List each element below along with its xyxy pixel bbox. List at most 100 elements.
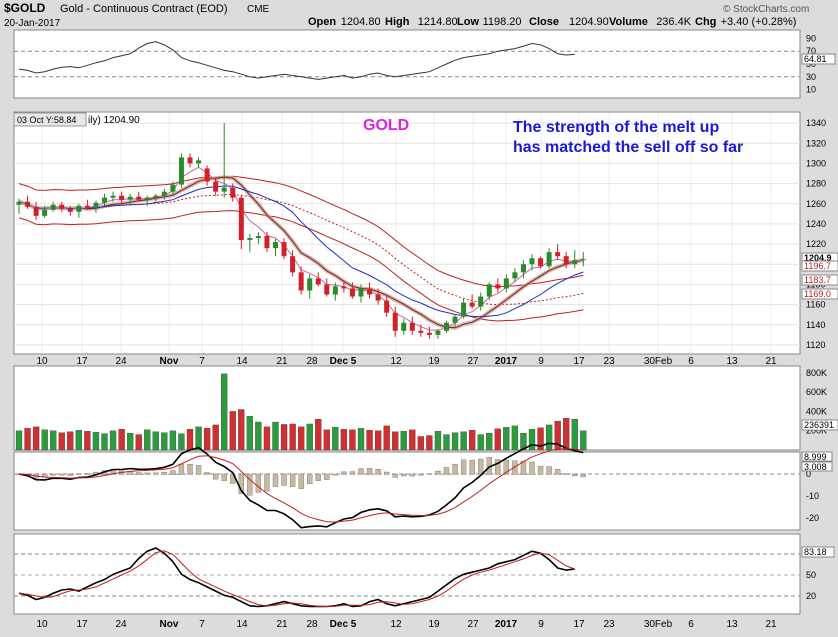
x-tick-label-bottom: 27 [467,619,479,630]
volume-bar [477,434,484,451]
candle-body [33,206,39,216]
volume-bar [109,430,117,451]
macd-hist-bar [170,470,176,475]
candle-body [358,288,364,297]
volume-bar [460,431,467,451]
price-tick: 1140 [806,320,825,330]
candle-body [230,187,236,198]
candle-body [349,288,355,297]
candle-body [580,259,586,261]
price-label-box [801,260,838,272]
volume-bar [221,373,228,451]
volume-bars [15,373,587,451]
candle-body [213,181,219,192]
candle-body [435,330,441,335]
rsi-panel [13,29,801,99]
candle-body [341,286,347,289]
macd-hist-bar [478,458,484,475]
candle-body [392,312,398,331]
tooltip-box [13,112,87,127]
axis-labels: 10 10 17 17 24 24 Nov Nov 7 7 14 14 21 21 28 28 Dec 5 Dec… [36,33,838,630]
candle-body [452,316,458,323]
x-tick-label-bottom: 10 [36,619,48,630]
candle-body [298,272,304,291]
macd-hist-bar [520,460,527,475]
ohlc-value: 1214.80 [418,16,458,28]
volume-bar [263,426,271,451]
macd-hist-bar [281,473,287,486]
candle-body [187,157,193,164]
candle-body [495,284,501,289]
rsi-value: 64.81 [804,54,827,64]
macd-hist-bar [537,466,544,475]
candle-body [461,302,467,317]
volume-tick: 400K [806,406,827,416]
x-tick-label: Nov [160,356,179,367]
macd-value-2: 3.008 [804,462,827,472]
candle-body [50,204,56,210]
macd-hist-bar [546,466,552,475]
volume-bar [161,432,168,451]
ohlc-label: Chg [695,16,716,28]
price-tick: 1260 [806,199,826,209]
x-tick-label: 28 [306,356,318,367]
rsi-series [18,41,575,80]
candle-body [478,296,484,307]
macd-hist-bar [195,465,202,475]
volume-bar [494,428,501,451]
rsi-value-box [801,53,836,65]
candle-body [273,242,278,249]
macd-hist-bar [572,473,578,477]
volume-bar [315,418,322,451]
price-label-box [801,288,838,300]
candle-body [409,322,415,331]
volume-bar [554,420,561,451]
candle-body [84,205,90,208]
ohlc-value: 1204.80 [341,16,381,28]
ohlc-value: 1204.90 [569,16,609,28]
rsi-tick: 90 [806,33,816,43]
x-tick-label: 9 [538,356,544,367]
candle-body [563,256,569,265]
volume-bar [366,430,373,451]
volume-bar [332,427,339,451]
macd-hist-bar [144,472,150,475]
volume-bar [426,435,433,451]
volume-bar [127,432,134,451]
macd-hist-bar [426,473,433,475]
volume-bar [67,431,74,451]
volume-tick: 200K [806,426,827,436]
candle-body [384,300,390,313]
volume-bar [374,430,382,451]
volume-bar [118,429,125,451]
x-tick-label-bottom: 14 [236,619,248,630]
candle-body [281,242,287,257]
volume-bar [84,431,91,451]
price-label-box [801,274,838,286]
x-tick-label: 10 [36,356,48,367]
x-tick-label: 23 [603,356,615,367]
macd-hist-bar [67,473,73,476]
volume-bar [272,421,279,451]
ohlc-readout: Open 1204.80 High 1214.80 Low 1198.20 Close 120… [308,16,796,28]
candle-body [307,278,313,291]
macd-hist-bar [332,473,339,476]
x-tick-label: 6 [688,356,694,367]
macd-value-1: 8.999 [804,452,827,462]
volume-bar [203,428,211,451]
volume-bar [255,421,262,451]
x-tick-label: 17 [76,356,88,367]
macd-hist-bar [358,468,364,475]
gridlines [14,50,800,597]
macd-hist-bar [307,473,313,485]
candle-body [102,197,107,203]
x-tick-label-bottom: 12 [390,619,402,630]
x-tick-label: 19 [428,356,440,367]
candle-body [520,264,526,273]
candle-body [25,201,31,207]
ohlc-label: Open [308,16,336,28]
gold-title: GOLD [363,117,409,134]
price-tick: 1340 [806,118,826,128]
candle-body [367,288,373,295]
macd-line [18,442,584,529]
